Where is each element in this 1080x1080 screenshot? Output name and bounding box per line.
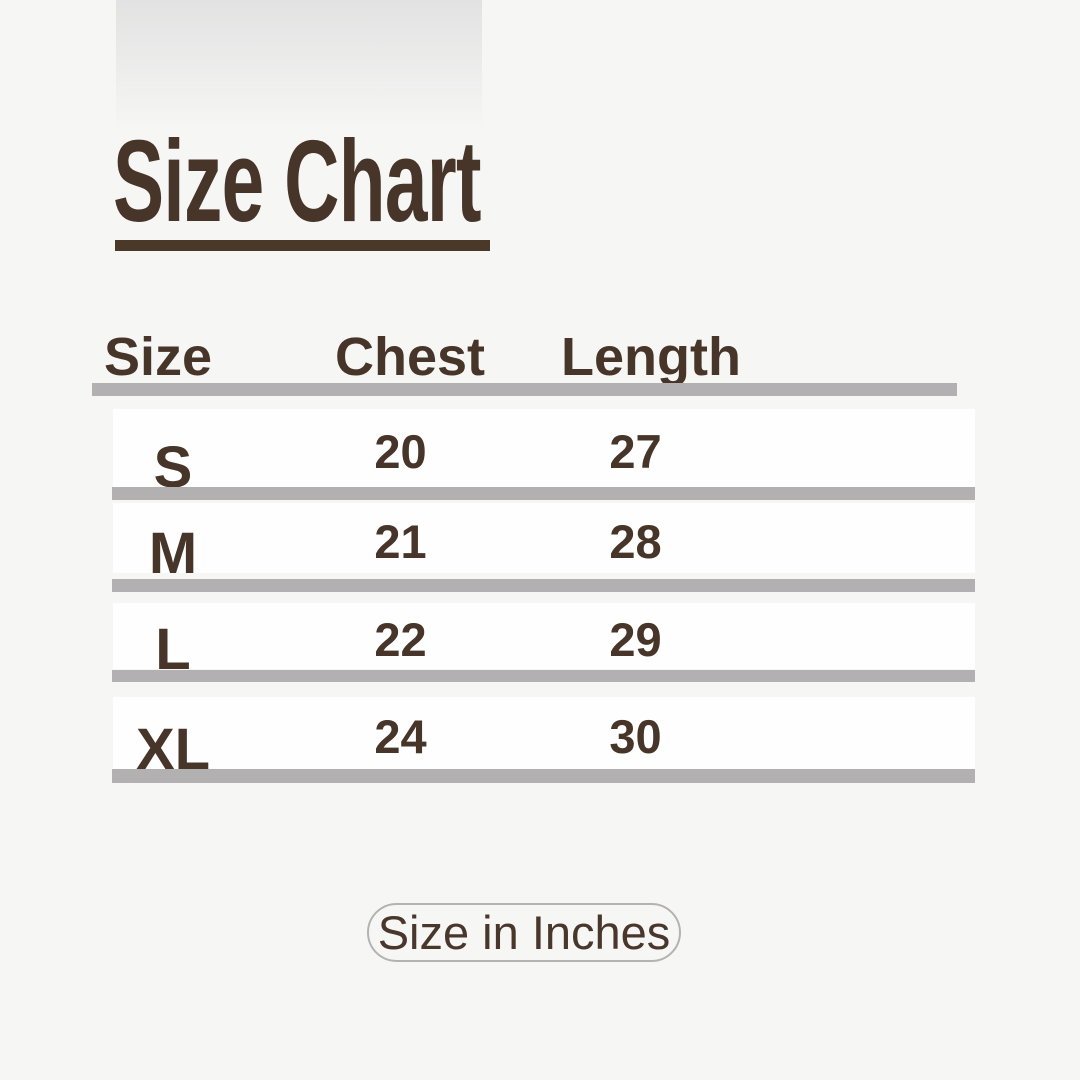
table-row-l: L 22 29	[113, 603, 975, 679]
column-header-chest: Chest	[334, 327, 486, 387]
chest-value: 20	[374, 424, 427, 478]
table-row-xl: XL 24 30	[113, 697, 975, 779]
length-value: 29	[609, 612, 662, 666]
units-badge: Size in Inches	[367, 903, 681, 962]
chest-value: 24	[374, 709, 427, 763]
row-divider	[112, 769, 975, 783]
header-divider	[92, 383, 957, 396]
size-label: S	[153, 435, 193, 500]
length-value: 30	[609, 709, 662, 763]
row-divider	[112, 487, 975, 500]
row-divider	[112, 670, 975, 682]
size-label: M	[148, 521, 198, 586]
units-badge-label: Size in Inches	[377, 906, 671, 959]
chest-value: 21	[374, 514, 427, 568]
length-value: 28	[609, 514, 662, 568]
chest-value: 22	[374, 612, 427, 666]
row-divider	[112, 579, 975, 592]
table-row-s: S 20 27	[113, 409, 975, 497]
page-title: Size Chart	[113, 116, 481, 246]
table-row-m: M 21 28	[113, 503, 975, 583]
length-value: 27	[609, 424, 662, 478]
size-label: XL	[135, 717, 211, 782]
title-gradient-decoration	[116, 0, 482, 130]
size-label: L	[155, 617, 191, 682]
title-underline	[115, 240, 490, 251]
column-header-length: Length	[561, 327, 741, 387]
column-header-size: Size	[104, 327, 213, 387]
